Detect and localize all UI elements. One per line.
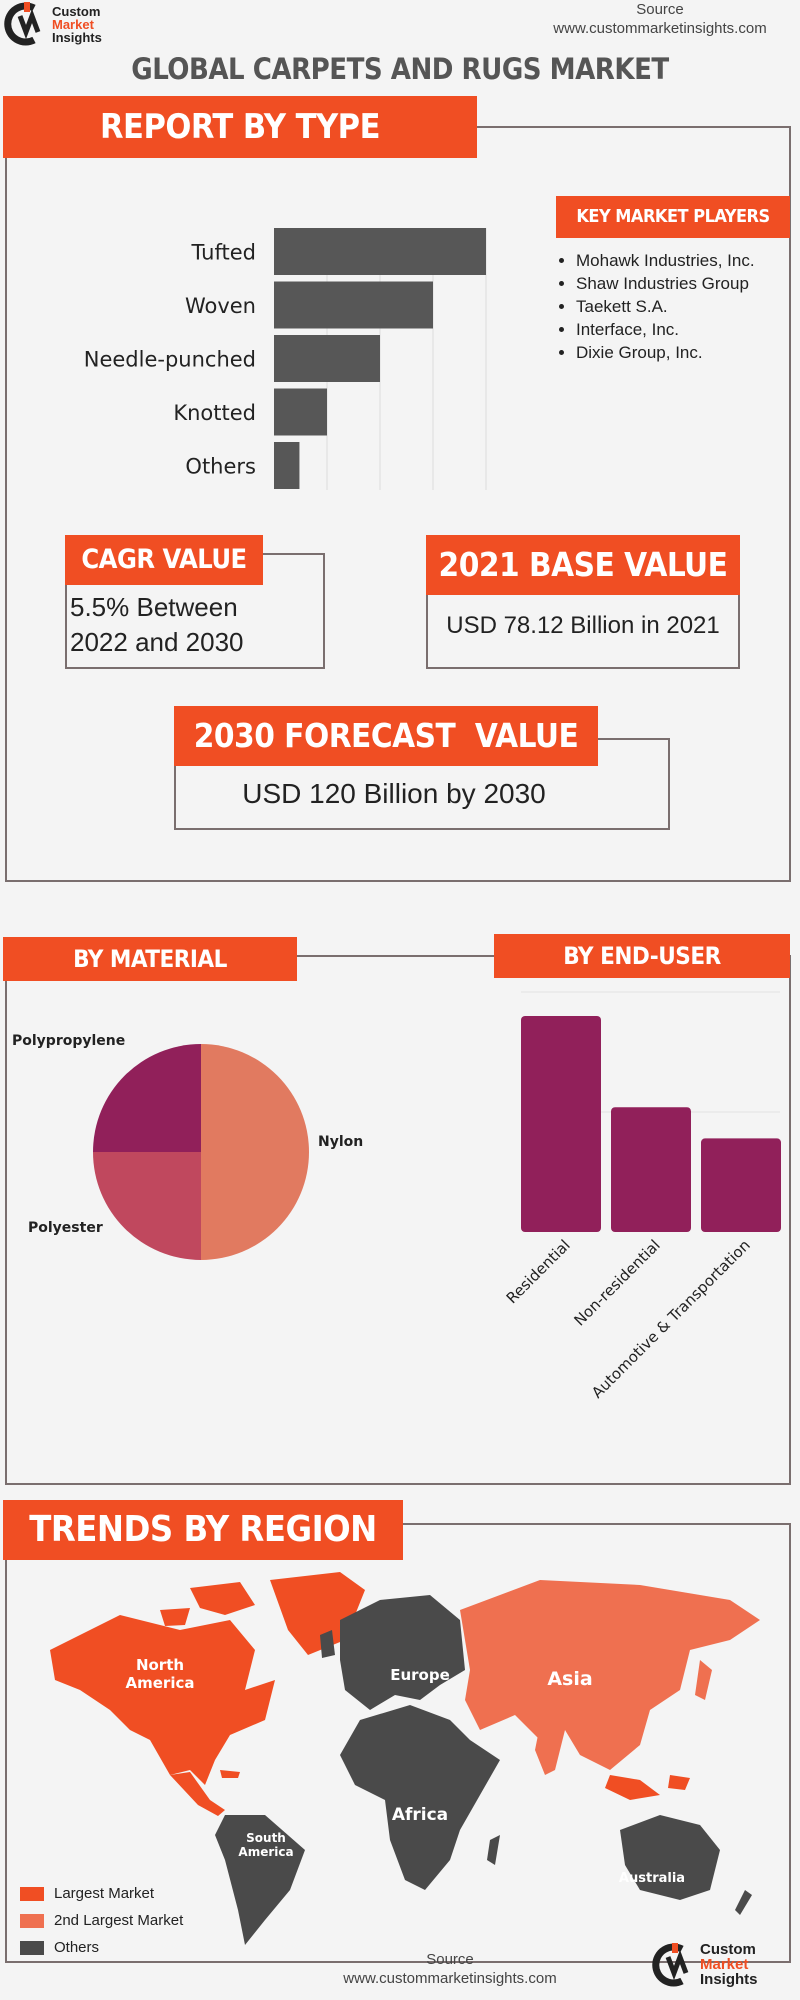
trends-heading: TRENDS BY REGION — [3, 1500, 403, 1560]
end-user-bar — [701, 1138, 781, 1232]
europe-label: Europe — [390, 1666, 450, 1684]
pie-label: Nylon — [318, 1134, 363, 1150]
end-user-bar-label: Residential — [503, 1236, 574, 1307]
key-player-item: Shaw Industries Group — [576, 272, 798, 295]
pie-label: Polypropylene — [12, 1033, 125, 1049]
asia-shape — [460, 1580, 760, 1770]
pie-slice — [93, 1044, 201, 1152]
type-bar — [274, 281, 433, 329]
new-zealand-shape — [735, 1890, 752, 1915]
end-user-bar — [521, 1016, 601, 1232]
australia-label: Australia — [619, 1871, 685, 1886]
caribbean-shape — [220, 1770, 240, 1778]
type-bar-label: Needle-punched — [84, 348, 256, 372]
legend-second: 2nd Largest Market — [20, 1912, 183, 1929]
forecast-heading: 2030 FORECAST VALUE — [174, 706, 598, 766]
type-bar — [274, 335, 380, 382]
pie-slice — [201, 1044, 309, 1260]
europe-shape — [340, 1595, 465, 1710]
end-user-bar-label: Automotive & Transportation — [588, 1236, 754, 1402]
arctic-islands-shape — [160, 1582, 255, 1626]
legend-largest-label: Largest Market — [54, 1885, 155, 1902]
base-value-text: USD 78.12 Billion in 2021 — [446, 612, 720, 639]
footer-logo-line-2: Market — [700, 1956, 749, 1973]
legend-swatch-others — [20, 1940, 44, 1955]
key-player-item: Interface, Inc. — [576, 318, 798, 341]
segments-panel — [5, 955, 791, 1485]
material-pie-chart: Nylon Polyester Polypropylene — [12, 1033, 363, 1260]
key-players-heading: KEY MARKET PLAYERS — [556, 196, 790, 238]
world-map: North America Europe Asia Africa South Ame… — [50, 1572, 760, 1945]
logo-text: Custom Market Insights — [52, 5, 102, 44]
north-america-label: North America — [126, 1656, 195, 1692]
legend-second-label: 2nd Largest Market — [54, 1912, 184, 1929]
footer-source-label: Source — [426, 1951, 474, 1968]
australia-shape — [620, 1815, 720, 1900]
key-player-item: Dixie Group, Inc. — [576, 341, 798, 364]
type-bar-label: Woven — [185, 294, 256, 318]
type-bar — [274, 388, 327, 436]
pie-label: Polyester — [28, 1220, 103, 1236]
cagr-heading: CAGR VALUE — [65, 535, 263, 585]
japan-shape — [695, 1660, 712, 1700]
type-bar — [274, 442, 300, 489]
type-bar-label: Others — [185, 455, 256, 479]
footer-logo-line-1: Custom — [700, 1941, 756, 1958]
key-player-item: Taekett S.A. — [576, 295, 798, 318]
pie-slice — [93, 1152, 201, 1260]
source-url[interactable]: www.custommarketinsights.com — [553, 20, 767, 37]
by-material-heading: BY MATERIAL — [3, 937, 297, 981]
uk-shape — [320, 1630, 335, 1658]
type-bar-chart: Tufted Woven Needle-punched Knotted Others — [84, 228, 487, 490]
by-end-user-heading: BY END-USER — [494, 934, 790, 978]
region-legend: Largest Market 2nd Largest Market Others — [20, 1885, 183, 1956]
footer-logo-text: Custom Market Insights — [700, 1942, 758, 1987]
legend-others: Others — [20, 1939, 183, 1956]
key-players-list: Mohawk Industries, Inc.Shaw Industries G… — [558, 249, 798, 364]
logo-line-3: Insights — [52, 29, 102, 45]
legend-swatch-largest — [20, 1886, 44, 1901]
header-source: Source www.custommarketinsights.com — [520, 0, 800, 38]
type-bar-label: Tufted — [191, 241, 256, 265]
north-america-shape — [50, 1615, 275, 1785]
south-america-shape — [215, 1815, 305, 1945]
logo-line-2: Market — [52, 16, 94, 32]
footer-source: Source www.custommarketinsights.com — [300, 1950, 600, 1988]
footer-logo-line-3: Insights — [700, 1971, 758, 1988]
cagr-value: 5.5% Between 2022 and 2030 — [70, 592, 244, 657]
type-bar-label: Knotted — [173, 401, 256, 425]
africa-shape — [340, 1705, 500, 1890]
key-player-item: Mohawk Industries, Inc. — [576, 249, 798, 272]
end-user-bar-label: Non-residential — [570, 1236, 663, 1329]
forecast-value: USD 120 Billion by 2030 — [242, 778, 546, 809]
footer-source-url[interactable]: www.custommarketinsights.com — [343, 1970, 557, 1987]
report-by-type-heading: REPORT BY TYPE — [3, 96, 477, 158]
madagascar-shape — [487, 1835, 500, 1865]
base-value-heading: 2021 BASE VALUE — [426, 535, 740, 595]
africa-label: Africa — [392, 1805, 448, 1825]
logo-mark-icon — [4, 2, 41, 46]
footer-logo-mark-icon — [652, 1942, 689, 1986]
type-bar — [274, 228, 486, 275]
source-label: Source — [636, 1, 684, 18]
south-america-label: South America — [238, 1831, 293, 1859]
legend-swatch-second — [20, 1913, 44, 1928]
logo: Custom Market Insights — [4, 2, 102, 46]
legend-others-label: Others — [54, 1939, 100, 1956]
footer-logo: Custom Market Insights — [652, 1942, 758, 1987]
end-user-bar — [611, 1107, 691, 1232]
logo-line-1: Custom — [52, 3, 101, 19]
page-title: GLOBAL CARPETS AND RUGS MARKET — [131, 52, 669, 86]
asia-label: Asia — [547, 1668, 592, 1690]
legend-largest: Largest Market — [20, 1885, 183, 1902]
se-asia-islands-shape — [605, 1775, 690, 1800]
india-shape — [535, 1725, 565, 1775]
central-america-shape — [170, 1772, 225, 1816]
